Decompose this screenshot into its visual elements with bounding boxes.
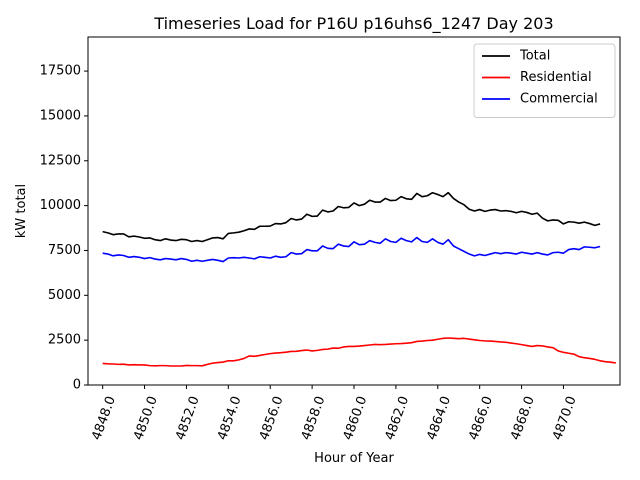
y-tick-label: 17500 <box>40 64 81 79</box>
series-line-residential <box>102 337 616 367</box>
y-tick-label: 10000 <box>40 198 81 213</box>
series-line-total <box>102 191 601 243</box>
y-tick-label: 12500 <box>40 153 81 168</box>
series-line-commercial <box>102 236 601 263</box>
chart-title: Timeseries Load for P16U p16uhs6_1247 Da… <box>153 14 553 34</box>
y-tick-label: 0 <box>73 378 81 393</box>
legend-label-total: Total <box>519 49 550 64</box>
y-tick-label: 15000 <box>40 108 81 123</box>
y-tick-label: 5000 <box>48 288 81 303</box>
legend-label-residential: Residential <box>520 70 592 85</box>
y-tick-label: 2500 <box>48 333 81 348</box>
y-axis-label: kW total <box>14 184 29 238</box>
y-axis-ticks: 0 2500 5000 7500 10000 12500 15000 17500 <box>40 64 88 393</box>
x-axis-label: Hour of Year <box>314 451 394 466</box>
series-layer <box>102 191 616 367</box>
legend-label-commercial: Commercial <box>520 92 598 107</box>
y-tick-label: 7500 <box>48 243 81 258</box>
legend: Total Residential Commercial <box>473 43 616 118</box>
